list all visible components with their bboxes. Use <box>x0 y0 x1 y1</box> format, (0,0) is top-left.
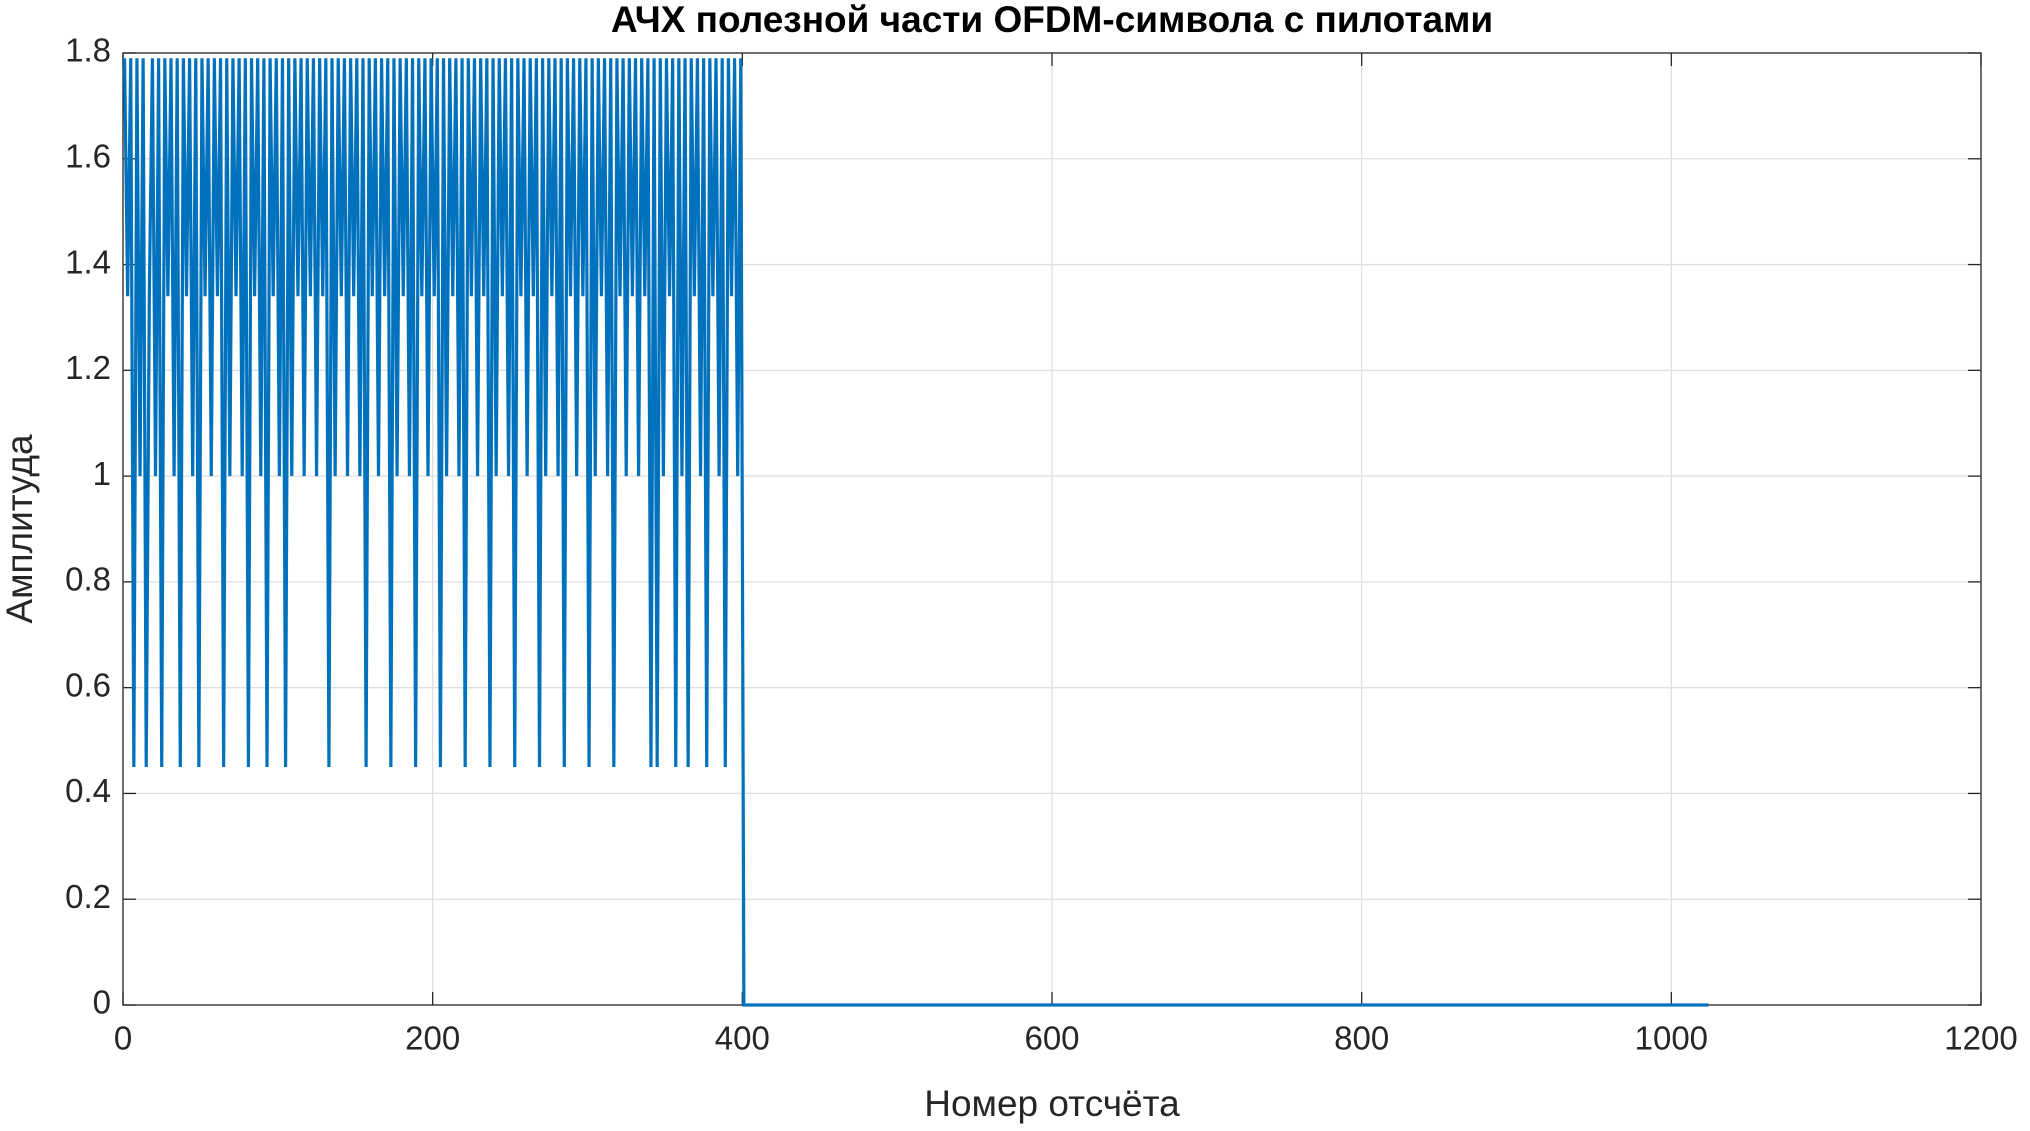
y-tick-label: 0.2 <box>65 878 111 915</box>
y-tick-label: 1.2 <box>65 349 111 386</box>
x-tick-label: 200 <box>405 1020 460 1057</box>
x-tick-label: 800 <box>1334 1020 1389 1057</box>
y-tick-label: 1.8 <box>65 32 111 69</box>
chart-title: АЧХ полезной части OFDM-символа с пилота… <box>611 0 1493 40</box>
y-axis-label: Амплитуда <box>0 434 40 624</box>
y-tick-label: 0.4 <box>65 772 111 809</box>
y-tick-label: 0.6 <box>65 666 111 703</box>
x-tick-label: 400 <box>715 1020 770 1057</box>
data-line <box>122 58 1709 1007</box>
y-tick-label: 1 <box>93 455 111 492</box>
x-tick-label: 0 <box>114 1020 132 1057</box>
x-axis-label: Номер отсчёта <box>924 1083 1180 1124</box>
x-tick-label: 1200 <box>1944 1020 2017 1057</box>
y-tick-label: 0 <box>93 984 111 1021</box>
y-tick-label: 0.8 <box>65 561 111 598</box>
x-tick-label: 600 <box>1024 1020 1079 1057</box>
x-tick-label: 1000 <box>1635 1020 1708 1057</box>
y-tick-label: 1.4 <box>65 243 111 280</box>
y-tick-label: 1.6 <box>65 137 111 174</box>
